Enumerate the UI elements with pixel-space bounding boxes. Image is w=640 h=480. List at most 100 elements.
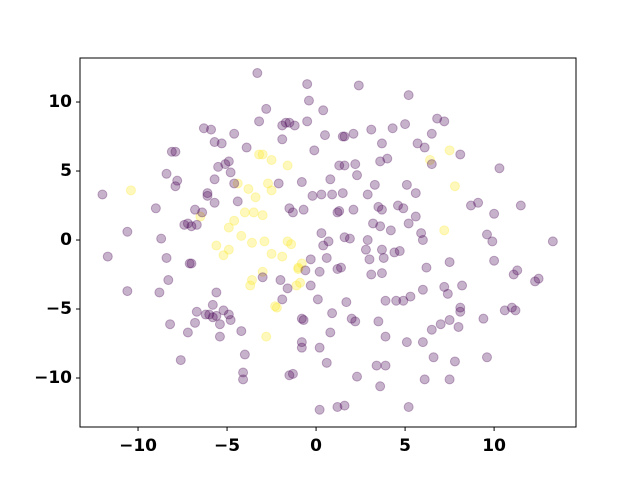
scatter-point xyxy=(332,207,343,218)
scatter-point xyxy=(366,269,377,280)
scatter-point xyxy=(510,305,521,316)
scatter-point xyxy=(341,297,352,308)
scatter-point xyxy=(293,262,304,273)
scatter-point xyxy=(417,235,428,246)
scatter-point xyxy=(432,113,443,124)
scatter-point xyxy=(394,246,405,257)
scatter-point xyxy=(410,188,421,199)
scatter-point xyxy=(207,299,218,310)
scatter-point xyxy=(465,200,476,211)
scatter-point xyxy=(223,222,234,233)
scatter-point xyxy=(263,178,274,189)
scatter-point xyxy=(547,236,558,247)
scatter-point xyxy=(213,161,224,172)
scatter-point xyxy=(350,316,361,327)
scatter-point xyxy=(417,284,428,295)
scatter-point xyxy=(293,263,304,274)
scatter-point xyxy=(184,258,195,269)
scatter-point xyxy=(198,123,209,134)
scatter-point xyxy=(232,178,243,189)
scatter-point xyxy=(225,315,236,326)
scatter-point xyxy=(380,360,391,371)
plot-frame xyxy=(79,57,577,428)
scatter-point xyxy=(325,327,336,338)
scatter-point xyxy=(449,356,460,367)
scatter-point xyxy=(321,252,332,263)
scatter-point xyxy=(248,207,259,218)
scatter-point xyxy=(515,200,526,211)
scatter-point xyxy=(186,258,197,269)
y-tick-label: −5 xyxy=(46,299,72,319)
scatter-point xyxy=(223,309,234,320)
scatter-point xyxy=(376,244,387,255)
scatter-point xyxy=(204,309,215,320)
scatter-point xyxy=(533,273,544,284)
scatter-point xyxy=(489,208,500,219)
scatter-point xyxy=(163,275,174,286)
scatter-point xyxy=(344,233,355,244)
scatter-point xyxy=(216,138,227,149)
scatter-point xyxy=(261,103,272,114)
scatter-point xyxy=(207,312,218,323)
scatter-point xyxy=(455,149,466,160)
scatter-point xyxy=(352,371,363,382)
scatter-point xyxy=(182,218,193,229)
scatter-point xyxy=(332,263,343,274)
scatter-point xyxy=(170,146,181,157)
scatter-point xyxy=(403,218,414,229)
scatter-point xyxy=(403,90,414,101)
scatter-point xyxy=(271,302,282,313)
scatter-point xyxy=(319,130,330,141)
scatter-point xyxy=(300,265,311,276)
scatter-point xyxy=(166,146,177,157)
scatter-point xyxy=(348,128,359,139)
scatter-point xyxy=(277,294,288,305)
scatter-point xyxy=(321,357,332,368)
scatter-point xyxy=(284,203,295,214)
scatter-point xyxy=(209,197,220,208)
scatter-point xyxy=(254,116,265,127)
scatter-point xyxy=(257,266,268,277)
scatter-point xyxy=(296,337,307,348)
scatter-point xyxy=(389,247,400,258)
scatter-point xyxy=(439,225,450,236)
scatter-point xyxy=(444,257,455,268)
scatter-point xyxy=(530,276,541,287)
scatter-point xyxy=(376,138,387,149)
scatter-point xyxy=(287,207,298,218)
scatter-point xyxy=(250,192,261,203)
scatter-point xyxy=(150,203,161,214)
scatter-point xyxy=(296,177,307,188)
scatter-point xyxy=(325,174,336,185)
scatter-point xyxy=(211,240,222,251)
scatter-point xyxy=(257,149,268,160)
scatter-point xyxy=(257,272,268,283)
scatter-point xyxy=(229,128,240,139)
scatter-point xyxy=(246,275,257,286)
scatter-point xyxy=(512,265,523,276)
scatter-point xyxy=(170,181,181,192)
scatter-point xyxy=(197,207,208,218)
scatter-point xyxy=(296,342,307,353)
scatter-point xyxy=(223,244,234,255)
scatter-point xyxy=(426,324,437,335)
scatter-point xyxy=(405,291,416,302)
scatter-point xyxy=(387,123,398,134)
scatter-point xyxy=(175,355,186,366)
scatter-point xyxy=(318,240,329,251)
scatter-point xyxy=(327,189,338,200)
scatter-point xyxy=(473,197,484,208)
scatter-point xyxy=(369,179,380,190)
scatter-point xyxy=(209,137,220,148)
scatter-point xyxy=(375,221,386,232)
scatter-point xyxy=(277,134,288,145)
scatter-point xyxy=(371,360,382,371)
scatter-point xyxy=(453,321,464,332)
scatter-point xyxy=(223,156,234,167)
scatter-point xyxy=(352,170,363,181)
scatter-point xyxy=(202,190,213,201)
scatter-point xyxy=(455,302,466,313)
scatter-point xyxy=(403,401,414,412)
scatter-point xyxy=(444,374,455,385)
